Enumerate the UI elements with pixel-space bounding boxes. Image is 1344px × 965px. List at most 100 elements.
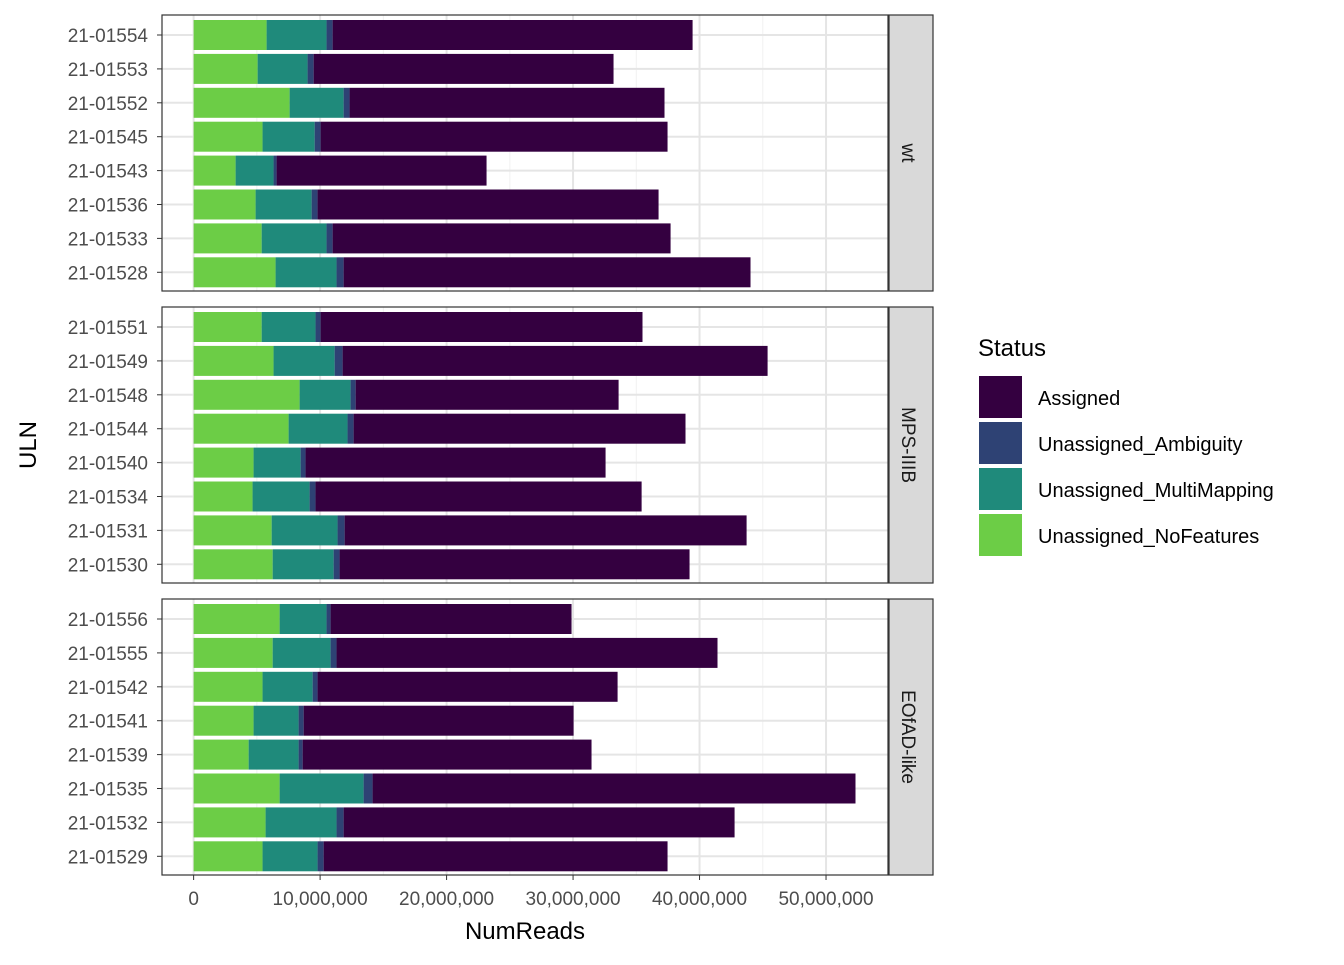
bar-segment-unassigned-nofeatures (193, 549, 273, 580)
bar-segment-unassigned-nofeatures (193, 87, 290, 118)
bar-segment-assigned (343, 257, 751, 288)
legend-key (979, 422, 1022, 464)
bar-segment-assigned (342, 345, 768, 376)
bar-segment-unassigned-ambiguity (300, 447, 306, 478)
bar-segment-unassigned-ambiguity (343, 87, 350, 118)
legend-key (979, 376, 1022, 418)
bar-segment-unassigned-nofeatures (193, 841, 263, 872)
x-tick-label: 30,000,000 (526, 889, 621, 910)
bar-segment-unassigned-nofeatures (193, 345, 274, 376)
y-tick-label: 21-01551 (68, 318, 148, 339)
facet-strip-label: MPS-IIIB (897, 407, 918, 483)
bar-segment-unassigned-ambiguity (298, 705, 304, 736)
y-tick-label: 21-01544 (68, 420, 149, 441)
bar-segment-unassigned-nofeatures (193, 773, 280, 804)
y-tick-label: 21-01545 (68, 128, 148, 149)
bar-segment-assigned (303, 705, 574, 736)
y-tick-label: 21-01540 (68, 454, 148, 475)
x-axis-title: NumReads (465, 918, 585, 945)
y-tick-label: 21-01543 (68, 162, 148, 183)
bar-segment-unassigned-multimapping (289, 87, 344, 118)
bar-segment-unassigned-ambiguity (337, 515, 345, 546)
x-tick-label: 0 (188, 889, 199, 910)
y-tick-label: 21-01533 (68, 229, 148, 250)
bar-segment-assigned (343, 807, 735, 838)
bar-segment-unassigned-ambiguity (336, 257, 344, 288)
legend-label: Assigned (1038, 388, 1120, 410)
bar-segment-unassigned-ambiguity (314, 121, 321, 152)
bar-segment-unassigned-nofeatures (193, 155, 236, 186)
bar-segment-unassigned-nofeatures (193, 515, 272, 546)
bar-segment-unassigned-multimapping (261, 312, 316, 342)
y-tick-label: 21-01535 (68, 780, 148, 801)
bar-segment-unassigned-multimapping (299, 379, 351, 410)
facet-strip-label: EOfAD-like (897, 690, 918, 784)
bar-segment-unassigned-nofeatures (193, 189, 256, 220)
bar-segment-unassigned-nofeatures (193, 312, 262, 342)
bar-segment-assigned (276, 155, 487, 186)
bar-segment-unassigned-ambiguity (307, 53, 314, 84)
bar-segment-unassigned-nofeatures (193, 739, 249, 770)
bar-segment-unassigned-multimapping (288, 413, 348, 444)
y-tick-label: 21-01556 (68, 610, 148, 631)
bar-segment-unassigned-multimapping (272, 637, 331, 668)
y-axis-title: ULN (15, 421, 42, 469)
bar-segment-unassigned-nofeatures (193, 705, 254, 736)
y-tick-label: 21-01531 (68, 521, 148, 542)
y-tick-label: 21-01553 (68, 60, 148, 81)
bar-segment-assigned (320, 121, 668, 152)
bar-segment-unassigned-ambiguity (330, 637, 337, 668)
bar-segment-assigned (330, 604, 572, 634)
bar-segment-unassigned-ambiguity (363, 773, 373, 804)
bar-segment-unassigned-nofeatures (193, 413, 289, 444)
bar-segment-assigned (315, 481, 642, 512)
bar-segment-unassigned-ambiguity (333, 549, 340, 580)
bar-segment-unassigned-multimapping (262, 671, 313, 702)
x-tick-label: 20,000,000 (399, 889, 494, 910)
facet-strip (888, 598, 934, 876)
bar-segment-assigned (353, 413, 686, 444)
bar-segment-unassigned-multimapping (275, 257, 337, 288)
y-tick-label: 21-01542 (68, 678, 148, 699)
y-tick-label: 21-01532 (68, 813, 148, 834)
bar-segment-unassigned-ambiguity (336, 807, 344, 838)
legend-key (979, 468, 1022, 510)
bar-segment-unassigned-ambiguity (334, 345, 343, 376)
x-tick-label: 10,000,000 (273, 889, 368, 910)
bar-segment-assigned (302, 739, 592, 770)
y-tick-label: 21-01528 (68, 263, 148, 284)
y-tick-label: 21-01539 (68, 746, 148, 767)
bar-segment-unassigned-multimapping (253, 705, 299, 736)
panel-border (161, 14, 889, 292)
x-tick-label: 50,000,000 (778, 889, 873, 910)
bar-segment-assigned (349, 87, 665, 118)
bar-segment-unassigned-multimapping (235, 155, 274, 186)
bar-segment-unassigned-multimapping (253, 447, 301, 478)
bar-segment-unassigned-nofeatures (193, 807, 266, 838)
y-tick-label: 21-01530 (68, 555, 148, 576)
bar-segment-unassigned-multimapping (248, 739, 299, 770)
bar-segment-unassigned-multimapping (273, 345, 335, 376)
bar-segment-unassigned-nofeatures (193, 637, 273, 668)
panel-border (161, 306, 889, 584)
bar-segment-unassigned-ambiguity (350, 379, 356, 410)
bar-segment-unassigned-nofeatures (193, 447, 254, 478)
bar-segment-unassigned-multimapping (272, 549, 334, 580)
bar-segment-assigned (339, 549, 690, 580)
bar-segment-assigned (317, 189, 659, 220)
bar-segment-assigned (372, 773, 856, 804)
bar-segment-unassigned-nofeatures (193, 481, 253, 512)
legend-title: Status (978, 335, 1046, 362)
bar-segment-unassigned-multimapping (279, 773, 364, 804)
legend-label: Unassigned_NoFeatures (1038, 526, 1259, 548)
bar-segment-unassigned-ambiguity (326, 20, 333, 50)
bar-segment-assigned (355, 379, 619, 410)
panel-border (161, 598, 889, 876)
y-tick-label: 21-01548 (68, 386, 148, 407)
bar-segment-assigned (323, 841, 668, 872)
y-tick-label: 21-01541 (68, 712, 148, 733)
bar-segment-assigned (344, 515, 747, 546)
bar-segment-assigned (336, 637, 718, 668)
bar-segment-unassigned-ambiguity (347, 413, 354, 444)
